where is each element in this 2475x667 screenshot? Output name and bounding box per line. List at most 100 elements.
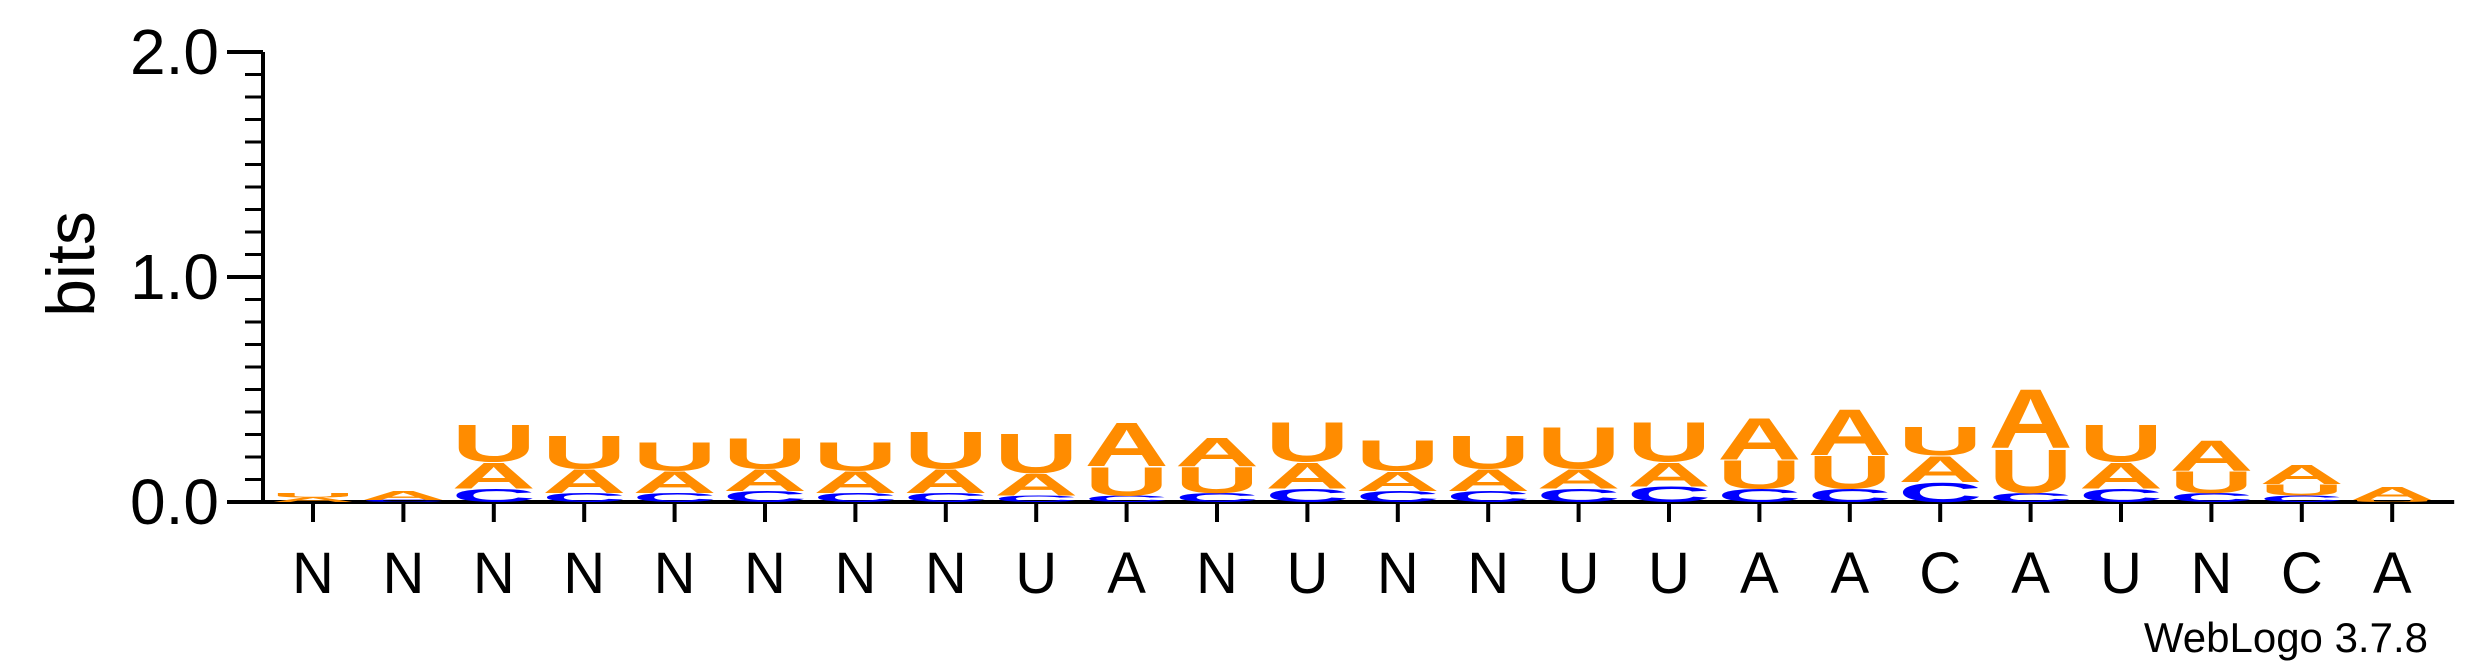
x-tick-label: N — [382, 541, 424, 606]
logo-letter: U — [1898, 418, 1982, 464]
logo-stack: CAU — [1265, 411, 1349, 506]
logo-letter: A — [1446, 463, 1530, 498]
x-tick-label: N — [1196, 541, 1238, 606]
x-tick-label: A — [1830, 541, 1869, 606]
logo-letter: U — [1175, 460, 1259, 502]
logo-stack: CAU — [994, 422, 1078, 504]
logo-letter: U — [1446, 426, 1530, 478]
logo-letter: U — [1717, 452, 1801, 498]
x-tick-label: N — [834, 541, 876, 606]
logo-letter: U — [1265, 411, 1349, 474]
x-tick-label: N — [563, 541, 605, 606]
logo-letter: C — [1265, 485, 1349, 506]
logo-stack: CAU — [1446, 426, 1530, 505]
logo-letter: C — [2260, 494, 2344, 505]
x-tick-label: U — [1015, 541, 1057, 606]
x-tick-label: N — [1377, 541, 1419, 606]
logo-stack: CAU — [1898, 418, 1982, 508]
x-tick-label: A — [1107, 541, 1146, 606]
logo-letter: U — [1627, 411, 1711, 474]
y-axis: 0.0 1.0 2.0 — [130, 16, 265, 538]
logo-stack: CAU — [1356, 431, 1440, 506]
logo-stack: CUA — [1084, 409, 1168, 504]
logo-letter: C — [1898, 476, 1982, 507]
logo-letter: A — [1265, 455, 1349, 497]
x-tick-label: N — [1467, 541, 1509, 606]
logo-letter: A — [1898, 448, 1982, 490]
logo-letter: C — [361, 499, 445, 502]
logo-letter: U — [542, 426, 626, 478]
y-tick-label: 0.0 — [130, 466, 219, 538]
logo-stack: CAU — [632, 434, 716, 505]
x-tick-label: C — [2281, 541, 2323, 606]
logo-letter: A — [1536, 463, 1620, 494]
logo-stack: CA — [361, 488, 445, 502]
logo-letter: C — [994, 494, 1078, 505]
logo-letter: C — [452, 485, 536, 506]
logo-letter: A — [2079, 455, 2163, 497]
logo-stack: UA — [2350, 483, 2434, 504]
x-tick-label: N — [292, 541, 334, 606]
logo-letter: U — [2260, 481, 2344, 498]
logo-letter: A — [813, 465, 897, 500]
logo-stack: CUA — [1175, 429, 1259, 504]
logo-letter: A — [2169, 431, 2253, 480]
logo-letter: C — [1175, 491, 1259, 505]
y-tick-label: 2.0 — [130, 16, 219, 88]
logo-stack: CAU — [904, 421, 988, 505]
logo-letter: C — [1988, 491, 2072, 505]
logo-stack: CAU — [2079, 414, 2163, 506]
logo-letter: A — [723, 463, 807, 498]
logo-letter: A — [1356, 465, 1440, 496]
logo-letter: A — [1627, 455, 1711, 493]
logo-stack: CUA — [2169, 431, 2253, 505]
logo-letter: C — [1627, 482, 1711, 506]
y-tick-label: 1.0 — [130, 241, 219, 313]
logo-letter: A — [994, 467, 1078, 502]
logo-stack: CAU — [723, 429, 807, 506]
logo-letter: A — [2260, 458, 2344, 489]
logo-letter: A — [542, 462, 626, 500]
logo-letter: A — [1717, 405, 1801, 472]
logo-letter: C — [1446, 488, 1530, 505]
x-tick-label: U — [1558, 541, 1600, 606]
logo-letter: U — [1988, 436, 2072, 506]
weblogo-credit: WebLogo 3.7.8 — [2144, 614, 2428, 661]
logo-letter: A — [361, 488, 445, 502]
logo-letter: U — [2169, 465, 2253, 500]
logo-letter: A — [2350, 483, 2434, 504]
logo-stack: CAU — [1536, 414, 1620, 506]
logo-stack: CUA — [2260, 458, 2344, 504]
logo-letter: U — [723, 429, 807, 478]
y-axis-label: bits — [33, 211, 109, 317]
logo-letter: U — [1084, 459, 1168, 505]
logo-letter: C — [1536, 485, 1620, 506]
logo-letter: A — [1808, 396, 1892, 469]
x-tick-label: N — [473, 541, 515, 606]
x-tick-label: C — [1919, 541, 1961, 606]
x-tick-label: N — [925, 541, 967, 606]
logo-stack: CAU — [813, 434, 897, 505]
logo-stack: CUA — [1988, 372, 2072, 507]
logo-letter: U — [271, 492, 355, 499]
x-tick-label: A — [1740, 541, 1779, 606]
x-tick-label: N — [744, 541, 786, 606]
x-tick-label: U — [1286, 541, 1328, 606]
x-tick-label: A — [2011, 541, 2050, 606]
logo-letter: A — [632, 465, 716, 500]
logo-letter: C — [1717, 485, 1801, 506]
logo-letter: A — [904, 462, 988, 500]
logo-letter: C — [813, 491, 897, 505]
logo-stack: AU — [271, 492, 355, 504]
logo-letter: U — [2350, 499, 2434, 502]
logo-letter: U — [1356, 431, 1440, 480]
x-tick-label: N — [2190, 541, 2232, 606]
x-tick-label: N — [654, 541, 696, 606]
logo-stack: CUA — [1808, 396, 1892, 506]
logo-letter: U — [1536, 414, 1620, 481]
logo-letter: C — [1084, 494, 1168, 505]
logo-letter: U — [2079, 414, 2163, 473]
logo-stack: CAU — [1627, 411, 1711, 507]
